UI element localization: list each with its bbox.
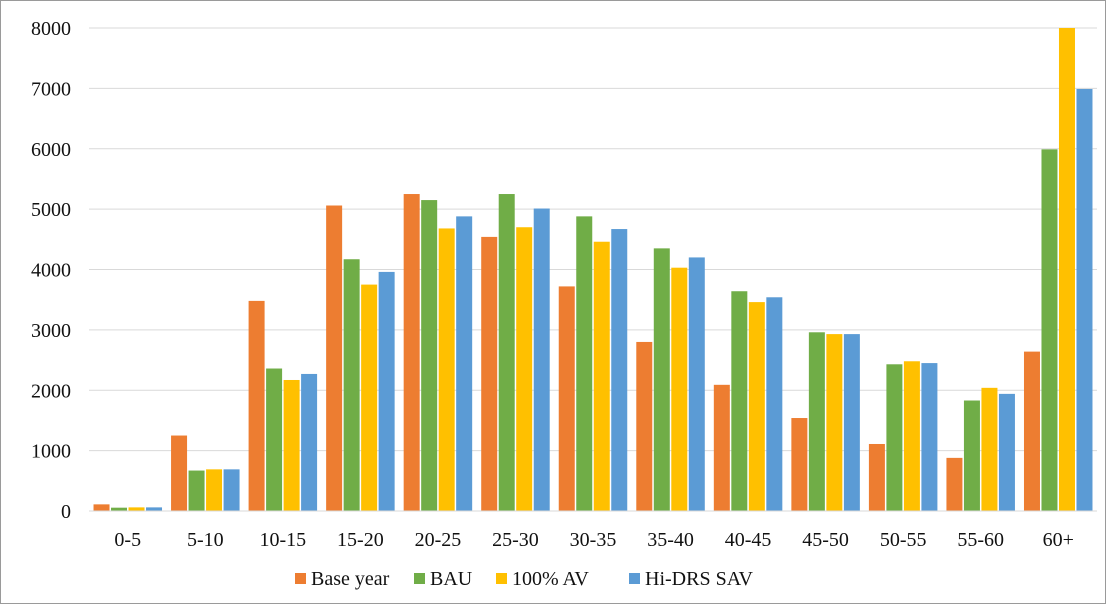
bar-base-year-30-35	[558, 286, 575, 511]
bar-base-year-40-45	[713, 384, 730, 511]
bar-base-year-0-5	[93, 504, 110, 511]
x-tick-label: 45-50	[802, 529, 849, 551]
series-bau	[111, 149, 1058, 511]
bar-base-year-55-60	[946, 457, 963, 511]
x-tick-label: 35-40	[647, 529, 694, 551]
bar-base-year-15-20	[326, 205, 343, 511]
y-tick-label: 7000	[31, 78, 71, 100]
x-tick-label: 50-55	[880, 529, 927, 551]
bar-hi-drs-sav-15-20	[378, 271, 395, 511]
bar-hi-drs-sav-60	[1076, 88, 1093, 511]
x-tick-label: 0-5	[114, 529, 141, 551]
bar-bau-25-30	[498, 194, 515, 511]
y-tick-label: 8000	[31, 18, 71, 40]
bar-bau-45-50	[808, 332, 825, 511]
bar-100-av-60	[1058, 28, 1075, 511]
y-tick-label: 5000	[31, 199, 71, 221]
bar-bau-10-15	[266, 368, 283, 511]
y-tick-label: 2000	[31, 380, 71, 402]
bar-hi-drs-sav-35-40	[688, 257, 705, 511]
bar-bau-55-60	[963, 400, 980, 511]
bars	[93, 28, 1093, 512]
legend-label: BAU	[430, 568, 473, 590]
bar-bau-0-5	[111, 507, 128, 511]
x-tick-label: 20-25	[415, 529, 462, 551]
bar-bau-60	[1041, 149, 1058, 511]
bar-hi-drs-sav-25-30	[533, 208, 550, 512]
bar-bau-35-40	[653, 248, 670, 511]
bar-hi-drs-sav-30-35	[611, 229, 628, 511]
bar-hi-drs-sav-50-55	[921, 363, 938, 511]
legend-swatch	[629, 573, 640, 584]
bar-bau-5-10	[188, 470, 205, 511]
x-tick-label: 40-45	[725, 529, 772, 551]
legend-swatch	[414, 573, 425, 584]
x-tick-label: 60+	[1043, 529, 1074, 551]
bar-100-av-0-5	[128, 507, 145, 511]
bar-hi-drs-sav-45-50	[843, 334, 860, 511]
series-hi-drs-sav	[146, 88, 1093, 512]
y-tick-label: 4000	[31, 260, 71, 282]
bar-bau-30-35	[576, 216, 593, 511]
bar-hi-drs-sav-40-45	[766, 297, 783, 511]
bar-hi-drs-sav-0-5	[146, 507, 163, 511]
bar-base-year-60	[1023, 351, 1040, 511]
x-tick-label: 5-10	[187, 529, 224, 551]
bar-hi-drs-sav-55-60	[998, 393, 1015, 511]
legend-label: 100% AV	[512, 568, 589, 590]
bar-hi-drs-sav-10-15	[301, 373, 318, 511]
bar-base-year-25-30	[481, 236, 498, 511]
bar-bau-20-25	[421, 200, 438, 511]
bar-bau-50-55	[886, 364, 903, 511]
x-tick-label: 25-30	[492, 529, 539, 551]
bar-100-av-5-10	[206, 469, 223, 511]
gridlines	[89, 27, 1097, 452]
legend: Base year BAU 100% AV Hi-DRS SAV	[295, 568, 754, 590]
legend-item-base-year: Base year	[295, 568, 390, 590]
bar-bau-15-20	[343, 259, 360, 511]
bar-100-av-10-15	[283, 379, 300, 511]
x-tick-label: 15-20	[337, 529, 384, 551]
bar-100-av-15-20	[361, 284, 378, 511]
bar-100-av-30-35	[593, 241, 610, 512]
x-axis-ticks: 0-5 5-10 10-15 15-20 20-25 25-30 30-35 35-40 40-…	[114, 529, 1073, 551]
y-tick-label: 1000	[31, 441, 71, 463]
bar-100-av-35-40	[671, 267, 688, 511]
y-tick-label: 6000	[31, 139, 71, 161]
legend-item-hi-drs-sav: Hi-DRS SAV	[629, 568, 754, 590]
bar-100-av-25-30	[516, 227, 533, 512]
bar-bau-40-45	[731, 291, 748, 511]
series-base-year	[93, 194, 1040, 511]
legend-item-bau: BAU	[414, 568, 473, 590]
bar-base-year-20-25	[403, 194, 420, 511]
bar-base-year-5-10	[171, 435, 188, 511]
x-tick-label: 55-60	[957, 529, 1004, 551]
series-100-av	[128, 28, 1075, 512]
bar-base-year-35-40	[636, 341, 653, 511]
legend-swatch	[295, 573, 306, 584]
y-axis-ticks: 0 1000 2000 3000 4000 5000 6000 7000 8000	[31, 18, 71, 523]
bar-base-year-10-15	[248, 300, 265, 511]
bar-base-year-50-55	[868, 443, 885, 511]
bar-100-av-20-25	[438, 228, 455, 511]
bar-hi-drs-sav-5-10	[223, 469, 240, 511]
bar-base-year-45-50	[791, 418, 808, 511]
legend-label: Base year	[311, 568, 390, 590]
y-tick-label: 3000	[31, 320, 71, 342]
legend-swatch	[496, 573, 507, 584]
bar-100-av-45-50	[826, 334, 843, 511]
bar-100-av-55-60	[981, 387, 998, 511]
x-tick-label: 30-35	[570, 529, 617, 551]
x-tick-label: 10-15	[260, 529, 307, 551]
bar-100-av-50-55	[903, 361, 920, 511]
y-tick-label: 0	[61, 501, 71, 523]
legend-label: Hi-DRS SAV	[645, 568, 754, 590]
bar-100-av-40-45	[748, 302, 765, 511]
legend-item-100-av: 100% AV	[496, 568, 589, 590]
bar-hi-drs-sav-20-25	[456, 216, 473, 511]
